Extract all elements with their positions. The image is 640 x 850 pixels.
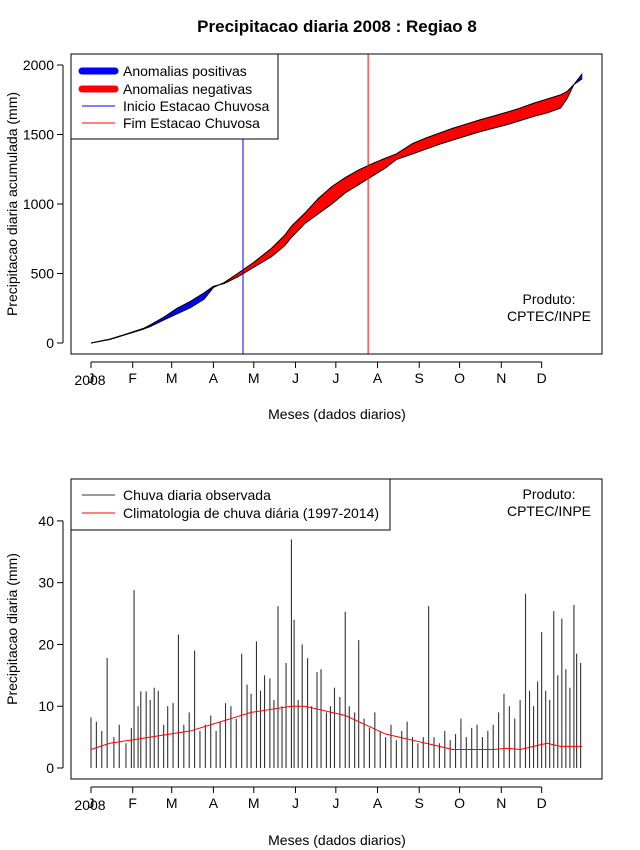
legend: Anomalias positivas Anomalias negativas … xyxy=(70,53,279,140)
y-tick-label: 40 xyxy=(38,513,54,529)
climatology-cumulative-line xyxy=(90,78,583,344)
x-tick-label: F xyxy=(128,370,137,386)
x-axis-label: Meses (dados diarios) xyxy=(268,406,406,422)
x-tick-label: J xyxy=(332,370,339,386)
chart-title: Precipitacao diaria 2008 : Regiao 8 xyxy=(197,17,477,36)
legend-label-positive: Anomalias positivas xyxy=(123,63,247,79)
year-label: 2008 xyxy=(74,797,105,813)
y-tick-label: 500 xyxy=(31,266,55,282)
x-tick-label: J xyxy=(88,795,95,811)
y-tick-label: 0 xyxy=(46,335,54,351)
daily-chart: 0 10 20 30 40 J F M A M J J A S O N D 2008 Meses (dados… xyxy=(4,478,603,848)
y-tick-label: 10 xyxy=(38,698,54,714)
product-source: CPTEC/INPE xyxy=(507,503,591,519)
product-label: Produto: xyxy=(523,486,576,502)
y-tick-label: 2000 xyxy=(23,57,54,73)
legend-label-negative: Anomalias negativas xyxy=(123,81,252,97)
observed-cumulative-line xyxy=(90,73,583,344)
legend-label-season-start: Inicio Estacao Chuvosa xyxy=(123,98,270,114)
x-tick-label: O xyxy=(454,795,465,811)
x-tick-label: J xyxy=(292,370,299,386)
climatology-series-line xyxy=(90,705,582,750)
legend-label-observed: Chuva diaria observada xyxy=(123,487,271,503)
x-tick-label: D xyxy=(537,795,547,811)
x-tick-label: A xyxy=(373,795,383,811)
cumulative-chart: Precipitacao diaria 2008 : Regiao 8 0 500… xyxy=(4,17,603,422)
y-tick-label: 30 xyxy=(38,575,54,591)
x-tick-label: D xyxy=(537,370,547,386)
x-tick-label: A xyxy=(373,370,383,386)
product-source: CPTEC/INPE xyxy=(507,308,591,324)
x-tick-label: A xyxy=(209,370,219,386)
y-tick-label: 1500 xyxy=(23,127,54,143)
x-tick-label: F xyxy=(128,795,137,811)
y-axis-label: Precipitacao diaria acumulada (mm) xyxy=(4,92,20,316)
observed-rain-bars xyxy=(90,539,582,768)
legend-label-climatology: Climatologia de chuva diária (1997-2014) xyxy=(123,505,379,521)
plot-frame xyxy=(70,53,603,355)
legend: Chuva diaria observada Climatologia de c… xyxy=(70,478,391,531)
y-tick-label: 1000 xyxy=(23,196,54,212)
x-tick-label: O xyxy=(454,370,465,386)
year-label: 2008 xyxy=(74,372,105,388)
legend-label-season-end: Fim Estacao Chuvosa xyxy=(123,115,260,131)
y-axis-label: Precipitacao diaria (mm) xyxy=(4,553,20,705)
climatology-line xyxy=(90,705,582,750)
x-tick-label: M xyxy=(248,795,260,811)
x-tick-label: N xyxy=(496,795,506,811)
y-axis: 0 10 20 30 40 xyxy=(38,513,64,776)
x-tick-label: S xyxy=(415,795,424,811)
product-label: Produto: xyxy=(523,291,576,307)
x-tick-label: M xyxy=(166,795,178,811)
x-tick-label: M xyxy=(248,370,260,386)
x-tick-label: A xyxy=(209,795,219,811)
x-axis-label: Meses (dados diarios) xyxy=(268,832,406,848)
y-axis: 0 500 1000 1500 2000 xyxy=(23,57,64,351)
legend-box xyxy=(70,478,391,531)
x-tick-label: M xyxy=(166,370,178,386)
cumulative-curves xyxy=(90,73,583,344)
x-tick-label: J xyxy=(332,795,339,811)
y-tick-label: 20 xyxy=(38,636,54,652)
x-tick-label: S xyxy=(415,370,424,386)
y-tick-label: 0 xyxy=(46,760,54,776)
x-tick-label: J xyxy=(292,795,299,811)
x-tick-label: J xyxy=(88,370,95,386)
x-tick-label: N xyxy=(496,370,506,386)
